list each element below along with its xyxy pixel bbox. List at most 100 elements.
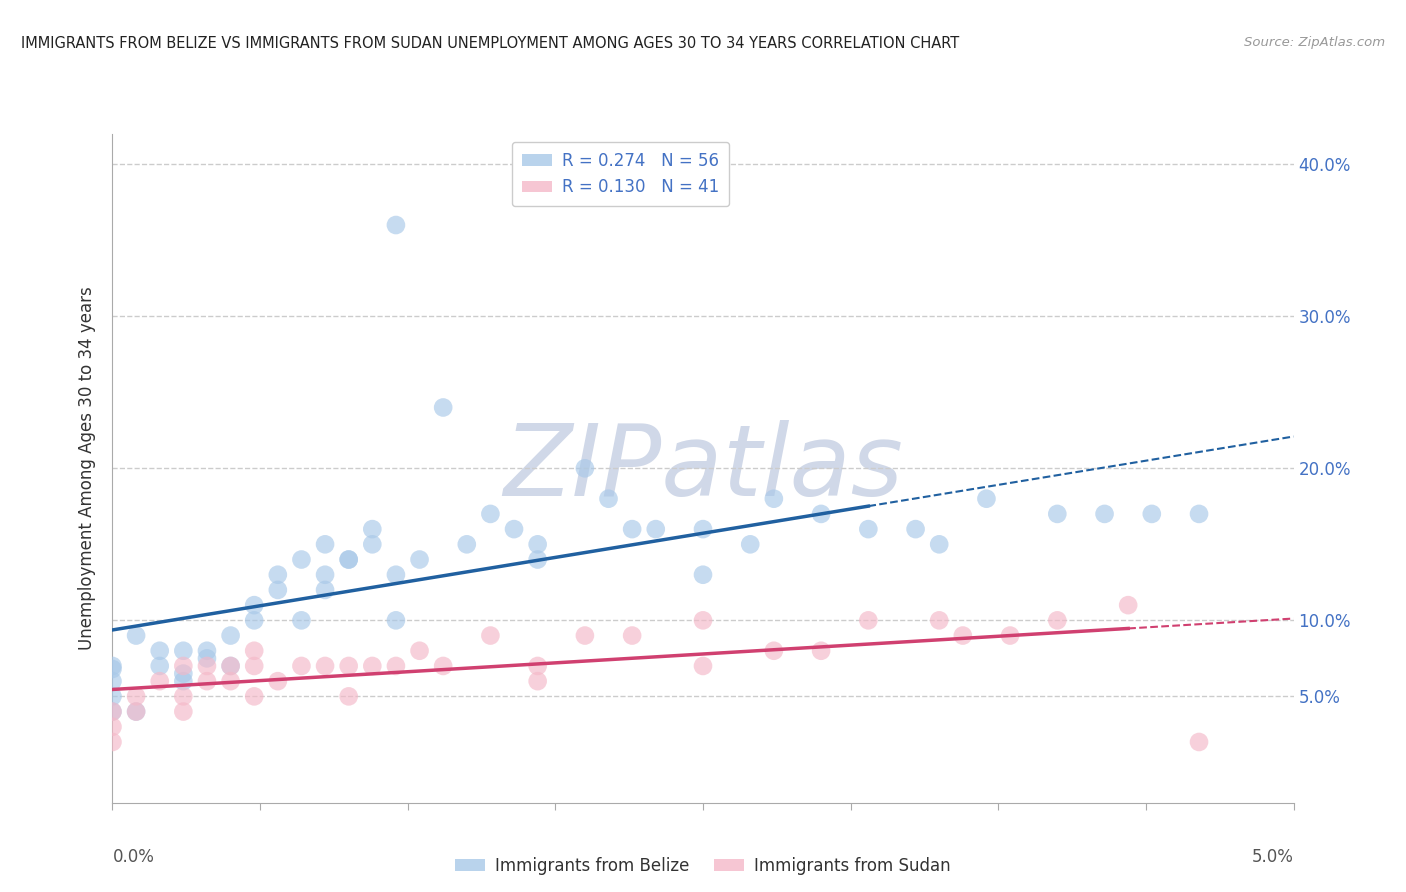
Point (361, 659, 384, 673)
Point (101, 659, 124, 673)
Point (337, 659, 360, 673)
Point (1094, 507, 1116, 521)
Point (385, 659, 408, 673)
Point (479, 507, 502, 521)
Point (385, 613, 408, 627)
Point (243, 613, 266, 627)
Point (928, 537, 950, 551)
Point (195, 674, 218, 689)
Point (621, 522, 644, 536)
Point (526, 552, 548, 566)
Point (385, 567, 408, 582)
Point (149, 674, 172, 689)
Point (1140, 507, 1163, 521)
Point (125, 690, 148, 704)
Point (644, 522, 666, 536)
Point (267, 567, 290, 582)
Point (385, 218, 408, 232)
Point (219, 628, 242, 642)
Point (243, 644, 266, 658)
Point (101, 720, 124, 734)
Point (952, 628, 974, 642)
Point (337, 552, 360, 566)
Point (149, 659, 172, 673)
Point (125, 628, 148, 642)
Point (692, 567, 714, 582)
Point (998, 628, 1021, 642)
Point (125, 705, 148, 719)
Text: IMMIGRANTS FROM BELIZE VS IMMIGRANTS FROM SUDAN UNEMPLOYMENT AMONG AGES 30 TO 34: IMMIGRANTS FROM BELIZE VS IMMIGRANTS FRO… (21, 36, 959, 51)
Point (149, 644, 172, 658)
Point (526, 674, 548, 689)
Point (762, 491, 785, 506)
Point (1188, 507, 1211, 521)
Point (408, 644, 430, 658)
Point (314, 582, 336, 597)
Point (432, 659, 454, 673)
Point (314, 567, 336, 582)
Point (762, 644, 785, 658)
Point (598, 491, 620, 506)
Text: ZIPatlas: ZIPatlas (503, 420, 903, 516)
Point (314, 537, 336, 551)
Text: 0.0%: 0.0% (112, 848, 155, 866)
Text: Source: ZipAtlas.com: Source: ZipAtlas.com (1244, 36, 1385, 49)
Point (125, 705, 148, 719)
Point (479, 628, 502, 642)
Point (337, 690, 360, 704)
Point (337, 552, 360, 566)
Point (101, 705, 124, 719)
Text: 5.0%: 5.0% (1251, 848, 1294, 866)
Point (267, 582, 290, 597)
Point (243, 598, 266, 612)
Legend: Immigrants from Belize, Immigrants from Sudan: Immigrants from Belize, Immigrants from … (449, 850, 957, 881)
Point (408, 552, 430, 566)
Point (219, 659, 242, 673)
Point (904, 522, 927, 536)
Point (361, 522, 384, 536)
Point (1046, 507, 1069, 521)
Point (290, 613, 312, 627)
Point (1116, 598, 1139, 612)
Point (810, 644, 832, 658)
Point (219, 659, 242, 673)
Point (267, 674, 290, 689)
Point (574, 461, 596, 475)
Point (101, 705, 124, 719)
Point (503, 522, 526, 536)
Point (456, 537, 478, 551)
Point (810, 507, 832, 521)
Point (172, 690, 194, 704)
Point (195, 644, 218, 658)
Point (172, 659, 194, 673)
Point (692, 522, 714, 536)
Point (172, 666, 194, 681)
Point (621, 628, 644, 642)
Point (858, 613, 880, 627)
Point (314, 659, 336, 673)
Point (101, 674, 124, 689)
Point (928, 613, 950, 627)
Point (976, 491, 998, 506)
Point (219, 674, 242, 689)
Point (1188, 735, 1211, 749)
Point (290, 552, 312, 566)
Point (1046, 613, 1069, 627)
Point (101, 662, 124, 676)
Point (361, 537, 384, 551)
Point (172, 674, 194, 689)
Point (101, 735, 124, 749)
Point (740, 537, 762, 551)
Point (243, 690, 266, 704)
Point (195, 651, 218, 665)
Point (432, 401, 454, 415)
Point (195, 659, 218, 673)
Point (692, 613, 714, 627)
Point (290, 659, 312, 673)
Point (692, 659, 714, 673)
Point (526, 659, 548, 673)
Point (172, 705, 194, 719)
Point (858, 522, 880, 536)
Point (101, 690, 124, 704)
Point (526, 537, 548, 551)
